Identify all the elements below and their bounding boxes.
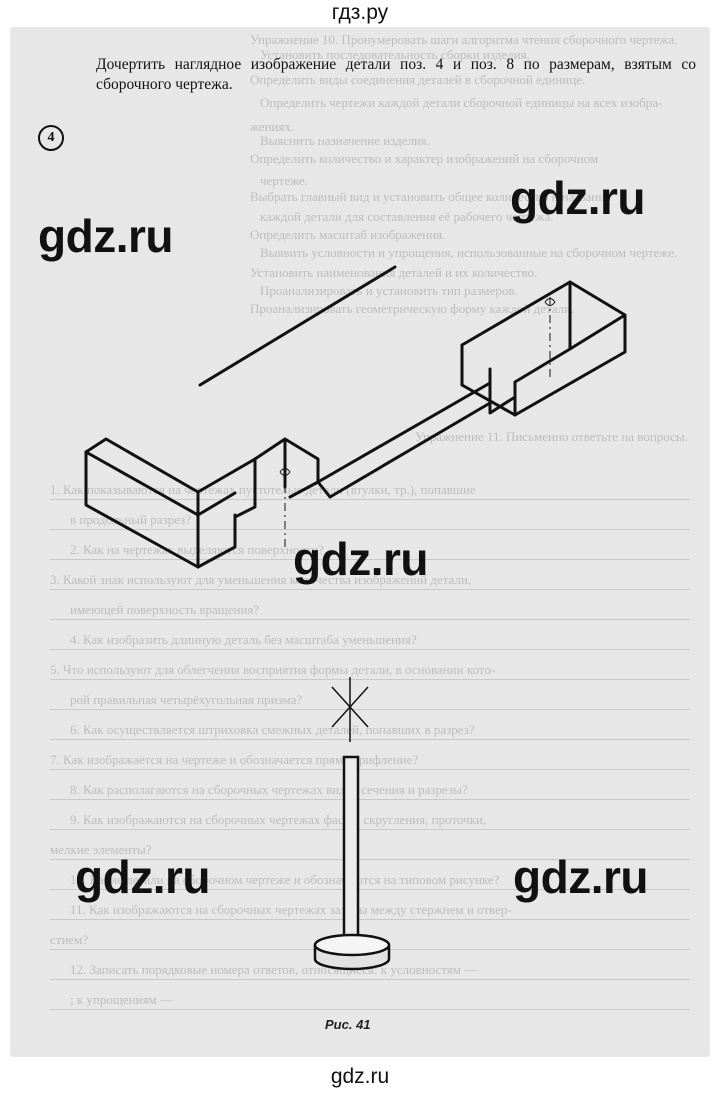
figure-caption: Рис. 41 xyxy=(325,1017,371,1032)
faded-question-line: 7. Как изображается на чертеже и обознач… xyxy=(50,752,419,767)
faded-text-line: Выявить условности и упрощения, использо… xyxy=(260,245,678,260)
faded-text-line: жениях. xyxy=(250,119,295,134)
faded-question-line: 10. Какие детали на сборочном чертеже и … xyxy=(70,872,500,887)
watermark: gdz.ru xyxy=(38,210,173,262)
faded-text-line: Определить масштаб изображения. xyxy=(250,227,446,242)
isometric-drawing xyxy=(84,265,627,971)
answer-line xyxy=(50,679,690,680)
faded-question-line: имеющей поверхность вращения? xyxy=(70,602,260,617)
answer-line xyxy=(50,829,690,830)
answer-line xyxy=(50,619,690,620)
faded-question-line: рой правильная четырёхугольная призма? xyxy=(70,692,303,707)
drawing-top-edge xyxy=(198,265,397,387)
faded-question-line: 4. Как изобразить длинную деталь без мас… xyxy=(70,632,417,647)
answer-line xyxy=(50,559,690,560)
workbook-page: Упражнение 10. Пронумеровать шаги алгори… xyxy=(10,27,710,1057)
site-footer: gdz.ru xyxy=(330,1065,390,1088)
faded-text-line: Определить количество и характер изображ… xyxy=(250,151,599,166)
faded-question-line: 11. Как изображаются на сборочных чертеж… xyxy=(70,902,512,917)
faded-text-line: Определить виды соединения деталей в сбо… xyxy=(250,72,586,87)
faded-question-line: в продольный разрез? xyxy=(70,512,191,527)
answer-line xyxy=(50,709,690,710)
faded-text-line: Выбрать главный вид и установить общее к… xyxy=(250,189,611,204)
drawing-left-block xyxy=(84,450,200,569)
faded-text-line: Определить чертежи каждой детали сборочн… xyxy=(260,95,663,110)
faded-question-line: 3. Какой знак используют для уменьшения … xyxy=(50,572,472,587)
faded-section-heading: Упражнение 11. Письменно ответьте на воп… xyxy=(415,429,688,444)
watermark: gdz.ru xyxy=(513,851,648,903)
part-number-badge: 4 xyxy=(38,125,64,151)
answer-line xyxy=(50,889,690,890)
faded-text-line: Установить последовательность сборки изд… xyxy=(260,47,530,62)
answer-line xyxy=(50,769,690,770)
faded-text-line: Упражнение 10. Пронумеровать шаги алгори… xyxy=(250,32,678,47)
answer-line xyxy=(50,919,690,920)
site-header: гдз.ру xyxy=(331,1,389,24)
answer-line xyxy=(50,979,690,980)
faded-text-line: Проанализировать и установить тип размер… xyxy=(260,283,518,298)
answer-line xyxy=(50,499,690,500)
center-cross-mark xyxy=(331,677,369,742)
answer-line xyxy=(50,1009,690,1010)
faded-question-line: мелкие элементы? xyxy=(50,842,152,857)
rod-detail xyxy=(313,755,391,971)
answer-line xyxy=(50,739,690,740)
answer-line xyxy=(50,859,690,860)
faded-question-line: ; к упрощениям — xyxy=(70,992,174,1007)
answer-line xyxy=(50,649,690,650)
faded-question-line: 8. Как располагаются на сборочных чертеж… xyxy=(70,782,468,797)
faded-text-line: Выяснить назначение изделия. xyxy=(260,133,431,148)
watermark: gdz.ru xyxy=(75,851,210,903)
exercise-instruction: Дочертить наглядное изображение детали п… xyxy=(96,56,696,93)
answer-line xyxy=(50,529,690,530)
answer-line xyxy=(50,799,690,800)
faded-question-line: 9. Как изображаются на сборочных чертежа… xyxy=(70,812,487,827)
watermark: gdz.ru xyxy=(293,533,428,585)
faded-question-line: 6. Как осуществляется штриховка смежных … xyxy=(70,722,475,737)
faded-text-line: Установить наименования деталей и их кол… xyxy=(250,265,538,280)
faded-text-line: каждой детали для составления её рабочег… xyxy=(260,209,554,224)
faded-question-line: 5. Что используют для облегчения восприя… xyxy=(50,662,496,677)
drawing-body-edge xyxy=(316,381,492,484)
watermark: gdz.ru xyxy=(510,172,645,224)
drawing-right-block xyxy=(460,280,627,417)
answer-line xyxy=(50,589,690,590)
faded-text-line: чертеже. xyxy=(260,173,308,188)
faded-question-line: стием? xyxy=(50,932,89,947)
